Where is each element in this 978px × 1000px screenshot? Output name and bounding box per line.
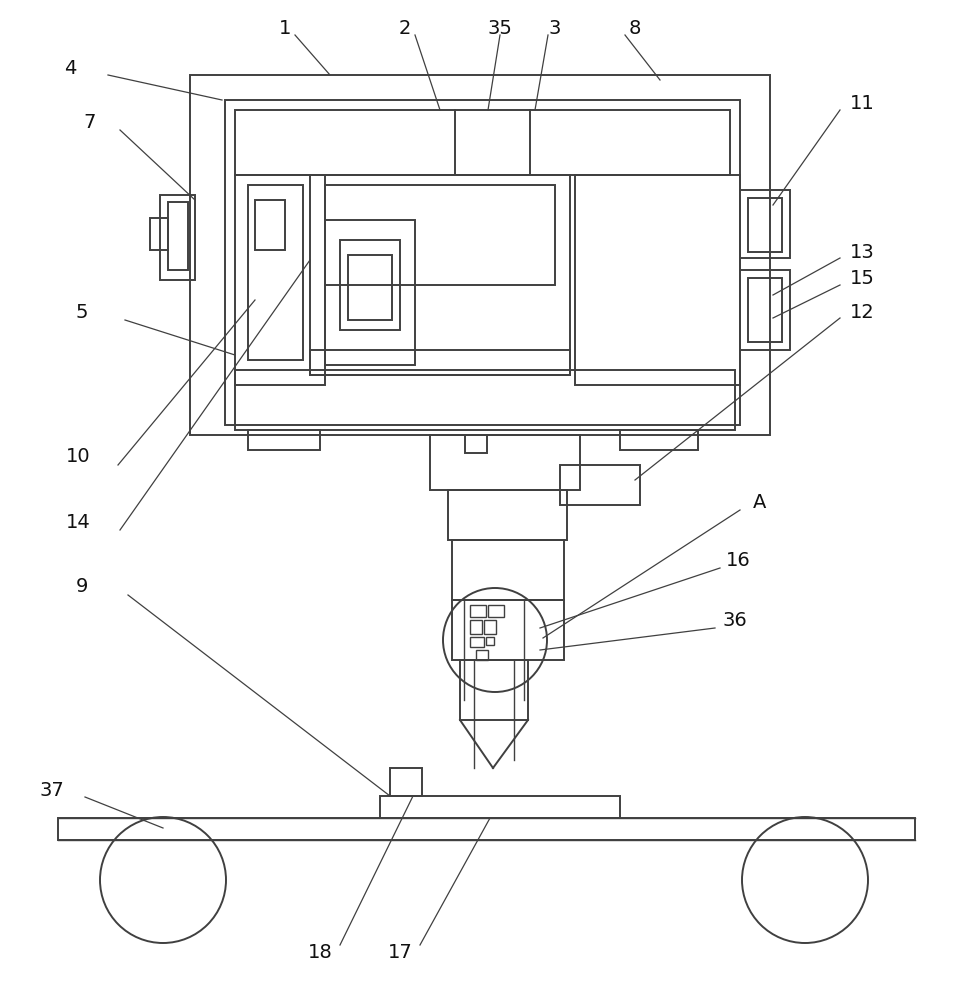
Text: 17: 17 xyxy=(387,943,412,962)
Text: 3: 3 xyxy=(549,19,560,38)
Text: 37: 37 xyxy=(39,780,65,799)
Text: 8: 8 xyxy=(628,19,641,38)
Text: 5: 5 xyxy=(75,302,88,322)
Text: 35: 35 xyxy=(487,19,511,38)
Text: 7: 7 xyxy=(84,113,96,132)
Text: 15: 15 xyxy=(849,268,873,288)
Text: 9: 9 xyxy=(75,578,88,596)
Text: 2: 2 xyxy=(398,19,411,38)
Text: 12: 12 xyxy=(849,302,873,322)
Text: 10: 10 xyxy=(66,448,90,466)
Text: 11: 11 xyxy=(849,94,873,113)
Text: 18: 18 xyxy=(307,943,333,962)
Text: A: A xyxy=(752,493,766,512)
Text: 36: 36 xyxy=(722,610,746,630)
Text: 16: 16 xyxy=(725,550,749,570)
Text: 13: 13 xyxy=(849,242,873,261)
Text: 1: 1 xyxy=(279,19,290,38)
Text: 14: 14 xyxy=(66,512,90,532)
Text: 4: 4 xyxy=(64,59,76,78)
